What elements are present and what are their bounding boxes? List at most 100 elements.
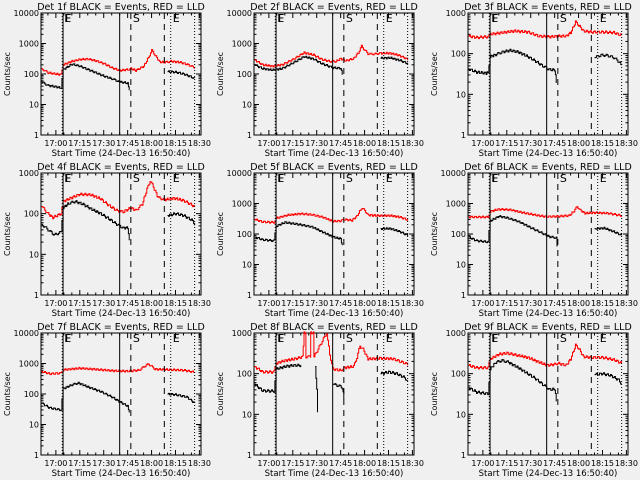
x-tick-label: 18:15: [164, 139, 187, 148]
marker-label: E: [491, 332, 498, 345]
x-tick-label: 17:00: [44, 139, 67, 148]
panel-title: Det 9f BLACK = Events, RED = LLD: [464, 322, 632, 333]
x-axis-label: Start Time (24-Dec-13 16:50:40): [52, 149, 191, 159]
panel-det-7: Det 7f BLACK = Events, RED = LLD 1 10 100 10…: [3, 322, 211, 479]
x-axis-label: Start Time (24-Dec-13 16:50:40): [52, 469, 191, 479]
lld-series-line: [41, 49, 196, 76]
marker-label: E: [386, 332, 393, 345]
lld-series-line: [468, 20, 623, 40]
x-tick-label: 18:00: [140, 139, 163, 148]
x-tick-label: 18:30: [401, 299, 424, 308]
x-tick-label: 17:45: [329, 299, 352, 308]
x-tick-label: 17:30: [92, 459, 115, 468]
events-series-line: [468, 359, 557, 402]
events-series-line: [380, 370, 409, 381]
panel-det-2: Det 2f BLACK = Events, RED = LLD 1 10 100 10…: [216, 2, 424, 159]
x-tick-label: 18:00: [140, 299, 163, 308]
x-tick-label: 18:30: [615, 459, 638, 468]
x-tick-label: 18:00: [567, 299, 590, 308]
x-tick-label: 18:00: [353, 459, 376, 468]
plot-frame: [467, 332, 629, 456]
x-tick-label: 18:30: [615, 299, 638, 308]
x-tick-label: 18:30: [188, 139, 211, 148]
x-tick-label: 17:00: [257, 459, 280, 468]
events-series-line: [315, 366, 318, 413]
y-tick-label: 100: [24, 390, 39, 399]
marker-label: S: [133, 172, 140, 185]
marker-label: E: [386, 172, 393, 185]
plot-frame: [40, 172, 202, 296]
y-tick-label: 10000: [227, 9, 252, 18]
y-tick-label: 100: [24, 70, 39, 79]
y-tick-label: 1000: [19, 40, 39, 49]
marker-label: F: [492, 172, 498, 185]
x-tick-label: 18:00: [140, 459, 163, 468]
marker-label: S: [560, 172, 567, 185]
y-tick-label: 1: [247, 451, 252, 460]
y-axis-label: Counts/sec: [430, 212, 439, 256]
x-tick-label: 17:15: [281, 139, 304, 148]
panel-det-3: Det 3f BLACK = Events, RED = LLD 1 10 100 10…: [430, 2, 638, 159]
x-tick-label: 18:30: [615, 139, 638, 148]
x-tick-label: 18:00: [353, 299, 376, 308]
plot-frame: [467, 172, 629, 296]
x-tick-label: 17:45: [329, 459, 352, 468]
panel-det-5: Det 5f BLACK = Events, RED = LLD 1 10 100 10…: [216, 162, 424, 319]
y-tick-label: 1000: [19, 360, 39, 369]
x-tick-label: 17:00: [257, 139, 280, 148]
y-axis-label: Counts/sec: [216, 212, 225, 256]
y-tick-label: 1000: [19, 169, 39, 178]
marker-label: E: [277, 12, 284, 25]
marker-label: E: [173, 172, 180, 185]
x-tick-label: 17:45: [543, 139, 566, 148]
marker-label: E: [600, 332, 607, 345]
x-tick-label: 18:15: [377, 459, 400, 468]
events-series-line: [594, 226, 623, 236]
marker-label: E: [64, 332, 71, 345]
y-axis-label: Counts/sec: [3, 212, 12, 256]
y-tick-label: 1000: [232, 200, 252, 209]
x-tick-label: 18:00: [353, 139, 376, 148]
y-tick-label: 1000: [232, 40, 252, 49]
y-tick-label: 1000: [446, 329, 466, 338]
y-tick-label: 10: [29, 421, 39, 430]
y-tick-label: 10: [242, 101, 252, 110]
x-axis-label: Start Time (24-Dec-13 16:50:40): [479, 149, 618, 159]
x-tick-label: 18:15: [377, 299, 400, 308]
x-tick-label: 17:15: [495, 299, 518, 308]
x-tick-label: 17:30: [519, 299, 542, 308]
marker-label: S: [560, 12, 567, 25]
x-tick-label: 17:00: [471, 459, 494, 468]
y-tick-label: 100: [237, 70, 252, 79]
y-tick-label: 1: [461, 451, 466, 460]
events-series-line: [594, 53, 623, 66]
marker-label: E: [64, 172, 71, 185]
marker-label: S: [346, 172, 353, 185]
lld-series-line: [468, 343, 623, 370]
events-series-line: [167, 392, 196, 403]
x-tick-label: 17:00: [44, 299, 67, 308]
marker-label: E: [64, 12, 71, 25]
marker-label: S: [560, 332, 567, 345]
panel-title: Det 3f BLACK = Events, RED = LLD: [464, 2, 632, 13]
events-series-line: [254, 221, 343, 246]
y-tick-label: 1: [34, 291, 39, 300]
y-tick-label: 10: [456, 410, 466, 419]
y-tick-label: 1000: [446, 200, 466, 209]
panel-title: Det 8f BLACK = Events, RED = LLD: [250, 322, 418, 333]
x-tick-label: 17:45: [329, 139, 352, 148]
panel-title: Det 2f BLACK = Events, RED = LLD: [250, 2, 418, 13]
marker-label: S: [346, 332, 353, 345]
marker-label: E: [600, 172, 607, 185]
x-tick-label: 17:30: [92, 139, 115, 148]
y-tick-label: 100: [24, 210, 39, 219]
x-tick-label: 17:15: [495, 459, 518, 468]
marker-label: E: [173, 332, 180, 345]
y-tick-label: 1: [461, 291, 466, 300]
x-tick-label: 18:15: [591, 459, 614, 468]
panel-det-1: Det 1f BLACK = Events, RED = LLD 1 10 100 10…: [3, 2, 211, 159]
y-tick-label: 10: [29, 101, 39, 110]
events-series-line: [254, 55, 343, 75]
events-series-line: [254, 363, 302, 393]
